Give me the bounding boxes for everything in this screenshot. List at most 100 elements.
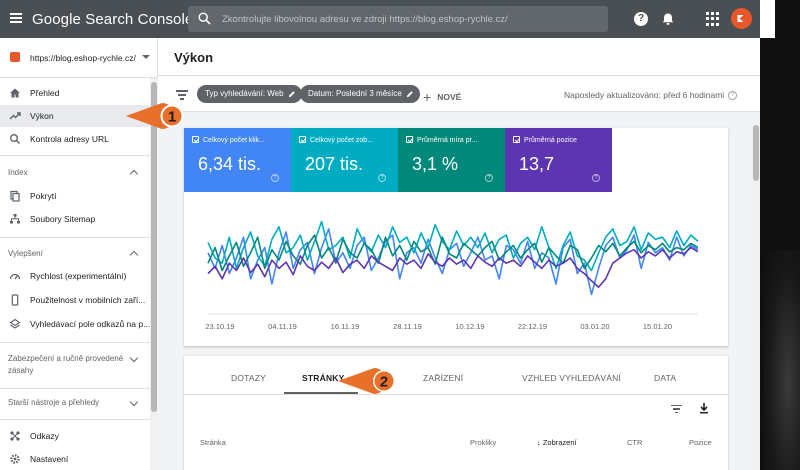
last-updated-label: Naposledy aktualizováno: před 6 hodinami [564,90,725,100]
metric-value: 6,34 tis. [198,154,262,174]
edit-pencil-icon [288,91,295,97]
callout-number: 1 [168,109,176,126]
sidebar-item-coverage[interactable]: Pokrytí [0,185,150,207]
sidebar-item-performance[interactable]: Výkon [0,105,150,127]
tab-devices[interactable]: ZAŘÍZENÍ [423,373,464,383]
caret-down-icon [142,55,150,59]
top-app-bar: Google Search Console ? [0,0,760,38]
divider [0,155,150,156]
column-header-impressions[interactable]: ↓ Zobrazení [537,438,577,447]
settings-icon [10,454,20,464]
filter-chip-label: Typ vyhledávání: Web [205,89,284,98]
checkbox-checked-icon[interactable] [192,136,199,143]
chevron-down-icon[interactable] [129,397,139,407]
trending-up-icon [9,112,21,120]
tab-dates[interactable]: DATA [654,373,677,383]
filter-icon[interactable] [671,405,682,415]
chevron-up-icon[interactable] [129,250,139,260]
callout-number: 2 [380,374,388,391]
section-header-index[interactable]: Index [8,168,28,177]
sidebar-item-mobile-usability[interactable]: Použitelnost v mobilních zaří... [0,289,150,311]
help-circle-icon[interactable]: ? [485,174,493,182]
metric-label: Průměrná pozice [524,137,577,144]
help-circle-icon[interactable]: ? [592,174,600,182]
sidebar-item-overview[interactable]: Přehled [0,82,150,104]
home-icon [10,88,20,98]
chart-x-tick-label: 16.11.19 [331,322,360,331]
divider [0,419,150,420]
checkbox-checked-icon[interactable] [513,136,520,143]
metric-value: 13,7 [519,154,555,174]
column-header-label: Zobrazení [542,438,577,447]
tab-search-appearance[interactable]: VZHLED VYHLEDÁVÁNÍ [522,373,622,383]
sidebar-item-url-inspection[interactable]: Kontrola adresy URL [0,128,150,150]
help-circle-icon[interactable]: ? [271,174,279,182]
sidebar-item-label: Nastavení [30,454,69,464]
filter-chip-search-type[interactable]: Typ vyhledávání: Web [197,85,302,103]
sidebar: https://blog.eshop-rychle.cz/ Přehled Vý… [0,38,158,470]
sidebar-item-settings[interactable]: Nastavení [0,448,150,470]
apps-grid-icon[interactable] [706,12,719,26]
sidebar-item-speed[interactable]: Rychlost (experimentální) [0,265,150,287]
new-filter-button[interactable]: + NOVÉ [423,87,461,105]
metric-card-ctr[interactable]: Průměrná míra pr... 3,1 % ? [398,128,505,192]
metric-card-position[interactable]: Průměrná pozice 13,7 ? [505,128,612,192]
sidebar-item-links[interactable]: Odkazy [0,425,150,447]
filter-icon[interactable] [176,90,188,102]
chart-x-tick-label: 23.10.19 [205,322,234,331]
checkbox-checked-icon[interactable] [406,136,413,143]
help-circle-icon[interactable]: ? [378,174,386,182]
speed-icon [9,273,21,280]
column-header-position[interactable]: Pozice [689,438,712,447]
page-header: Výkon [158,38,760,76]
sidebar-item-label: Pokrytí [30,191,57,201]
active-tab-indicator [284,392,358,394]
sidebar-item-sitelinks-searchbox[interactable]: Vyhledávací pole odkazů na p... [0,313,150,335]
column-header-clicks[interactable]: Prokliky [470,438,497,447]
download-icon[interactable] [699,402,709,414]
chevron-up-icon[interactable] [129,169,139,179]
page-title: Výkon [174,50,214,65]
sidebar-item-label: Rychlost (experimentální) [30,271,127,281]
checkbox-checked-icon[interactable] [299,136,306,143]
search-input[interactable] [222,6,602,32]
property-selector[interactable]: https://blog.eshop-rychle.cz/ [0,38,158,78]
search-bar[interactable] [188,6,608,32]
section-header-security[interactable]: Zabezpečení a ručně provedené zásahy [8,354,124,375]
sidebar-item-label: Odkazy [30,431,59,441]
sort-arrow-down-icon: ↓ [537,438,543,447]
sidebar-scrollbar[interactable] [150,78,158,470]
metric-card-clicks[interactable]: Celkový počet klik... 6,34 tis. ? [184,128,291,192]
tab-pages[interactable]: STRÁNKY [302,373,345,383]
filter-chip-date[interactable]: Datum: Poslední 3 měsíce [300,85,420,103]
filter-chip-label: Datum: Poslední 3 měsíce [308,89,402,98]
column-header-page[interactable]: Stránka [200,438,226,447]
plus-icon: + [423,89,432,105]
help-icon[interactable]: ? [634,12,648,26]
last-updated-text: Naposledy aktualizováno: před 6 hodinami… [564,90,738,101]
tab-queries[interactable]: DOTAZY [231,373,267,383]
metric-label: Průměrná míra pr... [417,137,478,144]
metric-value: 3,1 % [412,154,459,174]
chart-x-tick-label: 10.12.19 [455,322,484,331]
phone-icon [11,294,19,306]
bell-icon[interactable] [661,12,675,26]
avatar[interactable] [731,8,752,29]
chevron-down-icon[interactable] [129,353,139,363]
search-icon [10,134,21,145]
metric-card-impressions[interactable]: Celkový počet zob... 207 tis. ? [291,128,398,192]
chart-series-line-2 [207,234,699,272]
column-header-ctr[interactable]: CTR [627,438,643,447]
sidebar-item-sitemaps[interactable]: Soubory Sitemap [0,208,150,230]
performance-line-chart[interactable]: 23.10.19 04.11.19 16.11.19 28.11.19 10.12.19… [184,198,728,338]
menu-icon[interactable] [10,13,22,23]
background-photo-strip [760,0,800,470]
main-scrollbar[interactable] [752,123,760,470]
metric-value: 207 tis. [305,154,364,174]
chart-series-line-3 [207,246,699,288]
layers-icon [9,318,21,329]
search-icon [198,12,211,25]
help-circle-icon[interactable]: ? [728,91,738,101]
section-header-legacy-tools[interactable]: Starší nástroje a přehledy [8,398,100,407]
section-header-enhancements[interactable]: Vylepšení [8,249,43,258]
